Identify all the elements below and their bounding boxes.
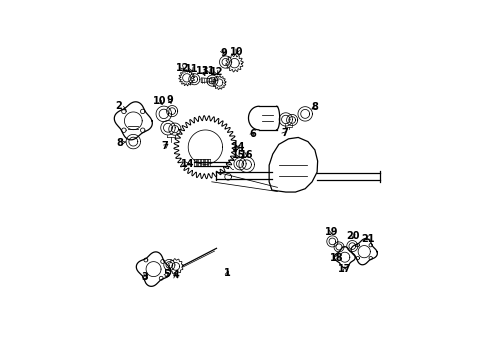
Text: 3: 3 [142,273,148,283]
Text: 8: 8 [116,138,126,148]
Text: 15: 15 [232,150,245,161]
Text: 11: 11 [202,66,216,76]
Text: 14: 14 [181,159,194,169]
Text: 10: 10 [153,96,167,107]
Text: 9: 9 [167,95,173,105]
Text: 6: 6 [249,129,256,139]
Text: 13: 13 [196,66,209,76]
Text: 10: 10 [230,47,244,57]
Text: 7: 7 [162,141,169,151]
Text: 11: 11 [185,64,198,74]
Text: 9: 9 [220,48,227,58]
Text: 2: 2 [115,100,126,111]
Text: 7: 7 [281,128,288,138]
Text: 4: 4 [172,270,179,280]
Text: 19: 19 [325,227,338,237]
Text: 12: 12 [176,63,190,73]
Text: 17: 17 [338,264,351,274]
Text: 8: 8 [312,102,318,112]
Text: 16: 16 [240,150,253,160]
Text: 12: 12 [210,67,223,77]
Text: 18: 18 [330,253,343,263]
Text: 21: 21 [361,234,374,244]
Text: 20: 20 [346,231,360,241]
Text: 14: 14 [232,142,245,152]
Text: 5: 5 [164,269,170,279]
Text: 1: 1 [224,268,231,278]
